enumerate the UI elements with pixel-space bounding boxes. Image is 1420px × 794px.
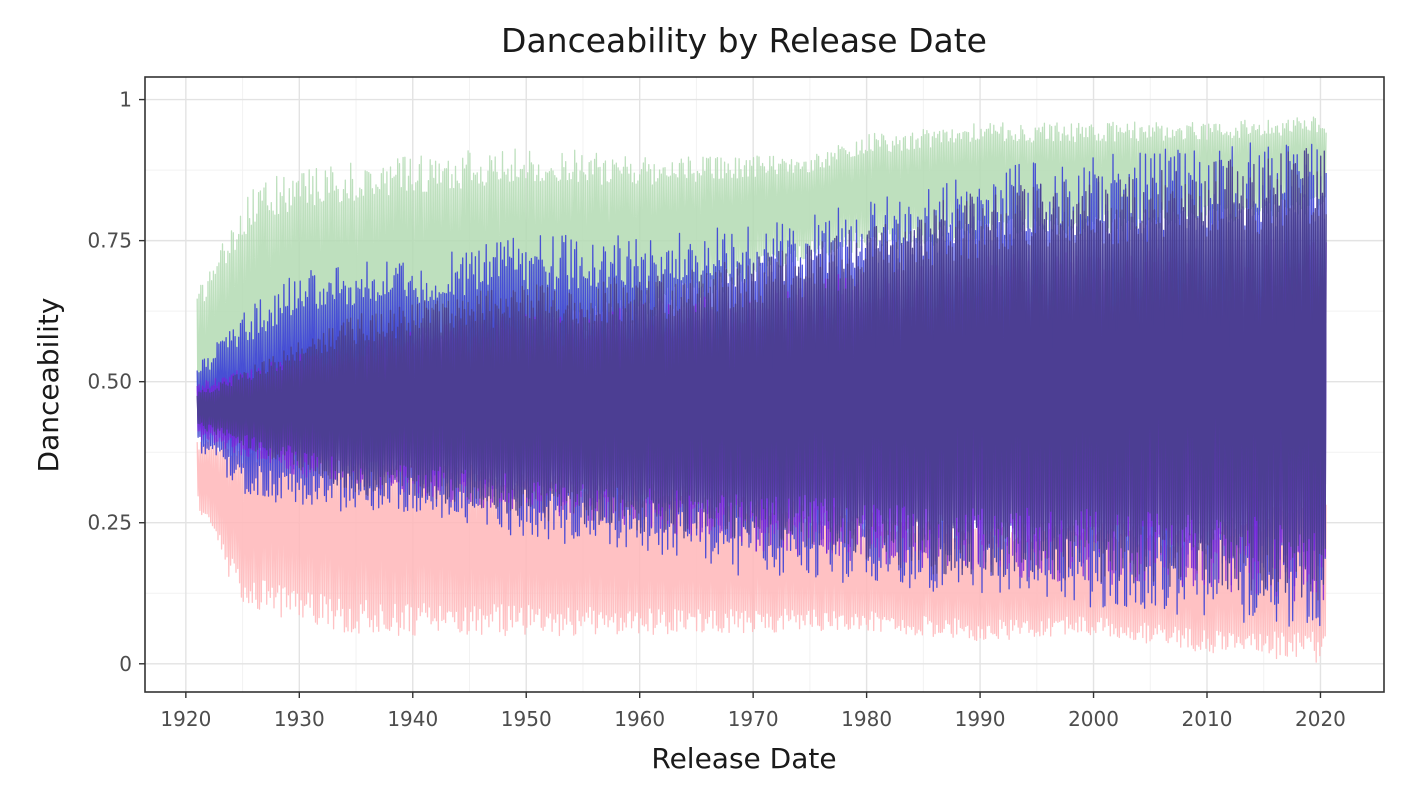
x-tick-label: 1980 (841, 707, 892, 731)
x-tick-label: 1970 (728, 707, 779, 731)
y-axis-title: Danceability (32, 298, 65, 473)
x-tick-label: 1990 (955, 707, 1006, 731)
x-tick-label: 1930 (274, 707, 325, 731)
series-line-1 (196, 116, 1327, 437)
chart-title: Danceability by Release Date (501, 21, 987, 60)
x-tick-label: 1940 (387, 707, 438, 731)
x-tick-label: 1920 (160, 707, 211, 731)
y-tick-label: 0.50 (87, 370, 132, 394)
x-tick-label: 2000 (1068, 707, 1119, 731)
x-tick-label: 2020 (1295, 707, 1346, 731)
series-layer (196, 116, 1327, 663)
y-tick-label: 0.25 (87, 511, 132, 535)
x-axis-title: Release Date (651, 742, 836, 775)
y-tick-label: 0 (119, 652, 132, 676)
x-tick-label: 1950 (501, 707, 552, 731)
y-tick-label: 0.75 (87, 229, 132, 253)
plot-panel-border (144, 76, 1385, 693)
x-tick-label: 2010 (1182, 707, 1233, 731)
x-tick-label: 1960 (614, 707, 665, 731)
x-axis: 1920 1930 1940 1950 1960 1970 1980 1990 2000 2010… (160, 692, 1346, 731)
y-tick-label: 1 (119, 88, 132, 112)
y-axis: 0 0.25 0.50 0.75 1 (87, 88, 145, 676)
series-line-5 (196, 148, 1327, 601)
